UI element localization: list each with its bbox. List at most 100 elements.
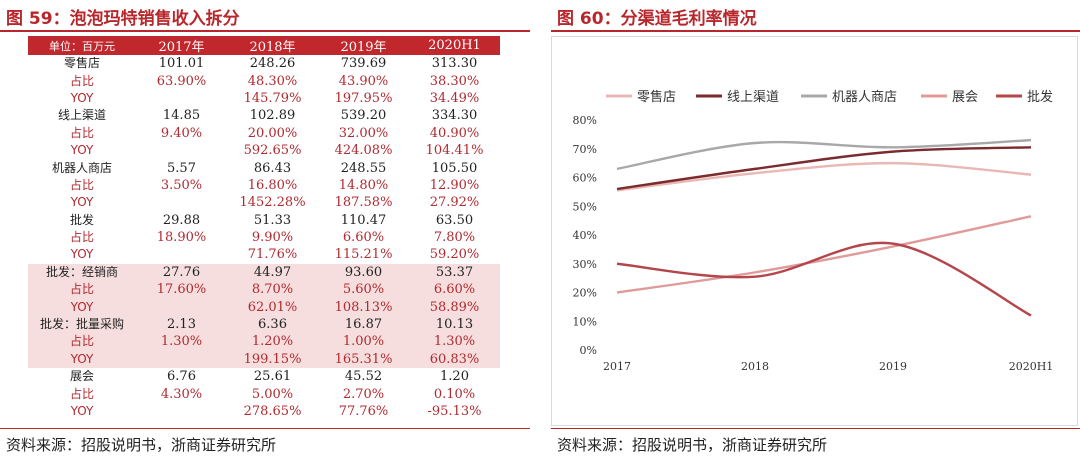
table-cell: 739.69 [340, 56, 387, 72]
table-cell: 18.90% [156, 230, 207, 246]
table-cell: 16.80% [247, 177, 298, 193]
table-cell: 145.79% [243, 90, 302, 106]
table-row: 零售店 101.01 248.26 739.69 313.30 [28, 55, 500, 72]
header-2017: 2017年 [136, 36, 227, 55]
series-line-4 [616, 241, 1032, 317]
table-cell: 34.49% [429, 90, 480, 106]
y-tick-label: 30% [573, 258, 597, 271]
table-cell: 58.89% [409, 298, 500, 316]
y-tick-label: 50% [573, 200, 597, 213]
table-cell: 20.00% [247, 125, 298, 141]
table-cell: 77.76% [338, 404, 389, 419]
table-cell: 12.90% [429, 177, 480, 193]
table-cell: 17.60% [136, 281, 227, 299]
table-row: YOY 71.76% 115.21% 59.20% [28, 246, 500, 263]
table-row: 占比 18.90% 9.90% 6.60% 7.80% [28, 229, 500, 246]
y-tick-label: 70% [573, 143, 597, 156]
table-cell: 53.37 [409, 263, 500, 282]
table-cell: 6.60% [409, 281, 500, 299]
table-cell: 104.41% [425, 143, 484, 159]
table-cell: 7.80% [433, 230, 476, 246]
table-cell: 93.60 [318, 263, 409, 282]
table-cell: 25.61 [253, 369, 292, 385]
left-panel: 图 59：泡泡玛特销售收入拆分 单位：百万元 2017年 2018年 2019年… [0, 0, 530, 456]
table-cell: 63.50 [435, 212, 474, 228]
chart-frame [551, 36, 1078, 426]
table-cell: 197.95% [334, 90, 393, 106]
table-cell: 592.65% [243, 143, 302, 159]
table-cell: 45.52 [344, 369, 383, 385]
row-label: YOY [70, 195, 94, 210]
table-cell: 27.92% [429, 195, 480, 211]
table-cell: 102.89 [249, 108, 296, 124]
table-cell: 1.30% [409, 333, 500, 351]
table-cell [136, 142, 227, 159]
table-cell: 5.57 [167, 160, 196, 176]
table-cell [136, 90, 227, 107]
table-cell: 29.88 [162, 212, 201, 228]
header-unit: 单位：百万元 [28, 36, 136, 55]
table-cell: 1.20% [227, 333, 318, 351]
series-line-1 [616, 146, 1032, 191]
table-row: 批发：批量采购 2.13 6.36 16.87 10.13 [28, 315, 500, 334]
table-row: 占比 17.60% 8.70% 5.60% 6.60% [28, 281, 500, 299]
table-row: 展会 6.76 25.61 45.52 1.20 [28, 368, 500, 385]
y-tick-label: 60% [573, 172, 597, 185]
y-tick-label: 80% [573, 114, 597, 127]
series-line-2 [616, 138, 1032, 171]
table-cell: 62.01% [227, 298, 318, 316]
row-label: 占比 [69, 73, 94, 88]
source-rule [0, 428, 530, 429]
table-row: 批发 29.88 51.33 110.47 63.50 [28, 212, 500, 229]
table-cell [136, 246, 227, 263]
table-cell: 14.85 [162, 108, 201, 124]
row-label: 批发：批量采购 [28, 315, 136, 334]
header-2020h1: 2020H1 [409, 36, 500, 55]
row-label: YOY [28, 298, 136, 316]
table-row: 批发：经销商 27.76 44.97 93.60 53.37 [28, 263, 500, 282]
table-cell: 44.97 [227, 263, 318, 282]
table-cell: 108.13% [318, 298, 409, 316]
table-row: 占比 63.90% 48.30% 43.90% 38.30% [28, 72, 500, 89]
table-cell: 539.20 [340, 108, 387, 124]
table-cell: 199.15% [227, 350, 318, 369]
table-row: 占比 1.30% 1.20% 1.00% 1.30% [28, 333, 500, 351]
y-tick-label: 20% [573, 287, 597, 300]
title-rule [0, 30, 530, 32]
chart-figure-title: 图 60：分渠道毛利率情况 [557, 9, 757, 29]
x-tick-label: 2017 [603, 360, 631, 373]
table-header-row: 单位：百万元 2017年 2018年 2019年 2020H1 [28, 36, 500, 55]
row-label: 占比 [28, 333, 136, 351]
series-line-0 [616, 161, 1032, 192]
table-cell: 51.33 [253, 212, 292, 228]
right-panel: 图 60：分渠道毛利率情况 零售店 线上渠道 机器人商店 展会 批发 0% 10% 20% 30… [551, 0, 1080, 456]
header-2019: 2019年 [318, 36, 409, 55]
row-label: 占比 [28, 281, 136, 299]
table-cell: 43.90% [338, 73, 389, 89]
table-row: 占比 3.50% 16.80% 14.80% 12.90% [28, 177, 500, 194]
table-cell [136, 298, 227, 316]
table-cell: 248.26 [249, 56, 296, 72]
table-cell: 6.36 [227, 315, 318, 334]
table-body: 零售店 101.01 248.26 739.69 313.30 占比 63.90% 48.30… [28, 55, 500, 420]
table-cell: 14.80% [338, 177, 389, 193]
table-cell: 2.70% [342, 386, 385, 402]
sales-breakdown-table: 单位：百万元 2017年 2018年 2019年 2020H1 零售店 101.0… [28, 36, 500, 420]
table-row: YOY 62.01% 108.13% 58.89% [28, 298, 500, 316]
table-figure-title: 图 59：泡泡玛特销售收入拆分 [6, 9, 240, 29]
table-cell: 60.83% [409, 350, 500, 369]
table-cell [136, 350, 227, 369]
legend-label-2: 机器人商店 [832, 90, 897, 105]
table-cell: 278.65% [243, 404, 302, 419]
table-source-note: 资料来源：招股说明书，浙商证券研究所 [6, 436, 277, 454]
table-row: YOY 1452.28% 187.58% 27.92% [28, 194, 500, 211]
table-cell: 187.58% [334, 195, 393, 211]
table-cell: 9.90% [251, 230, 294, 246]
y-tick-label: 40% [573, 229, 597, 242]
table-cell: 1.30% [136, 333, 227, 351]
table-cell: 248.55 [340, 160, 387, 176]
table-cell: 2.13 [136, 315, 227, 334]
gross-margin-line-chart: 零售店 线上渠道 机器人商店 展会 批发 0% 10% 20% 30% 40% 50% 60% 70% 8… [573, 89, 1054, 373]
table-cell: 1.00% [318, 333, 409, 351]
y-tick-label: 0% [580, 344, 597, 357]
